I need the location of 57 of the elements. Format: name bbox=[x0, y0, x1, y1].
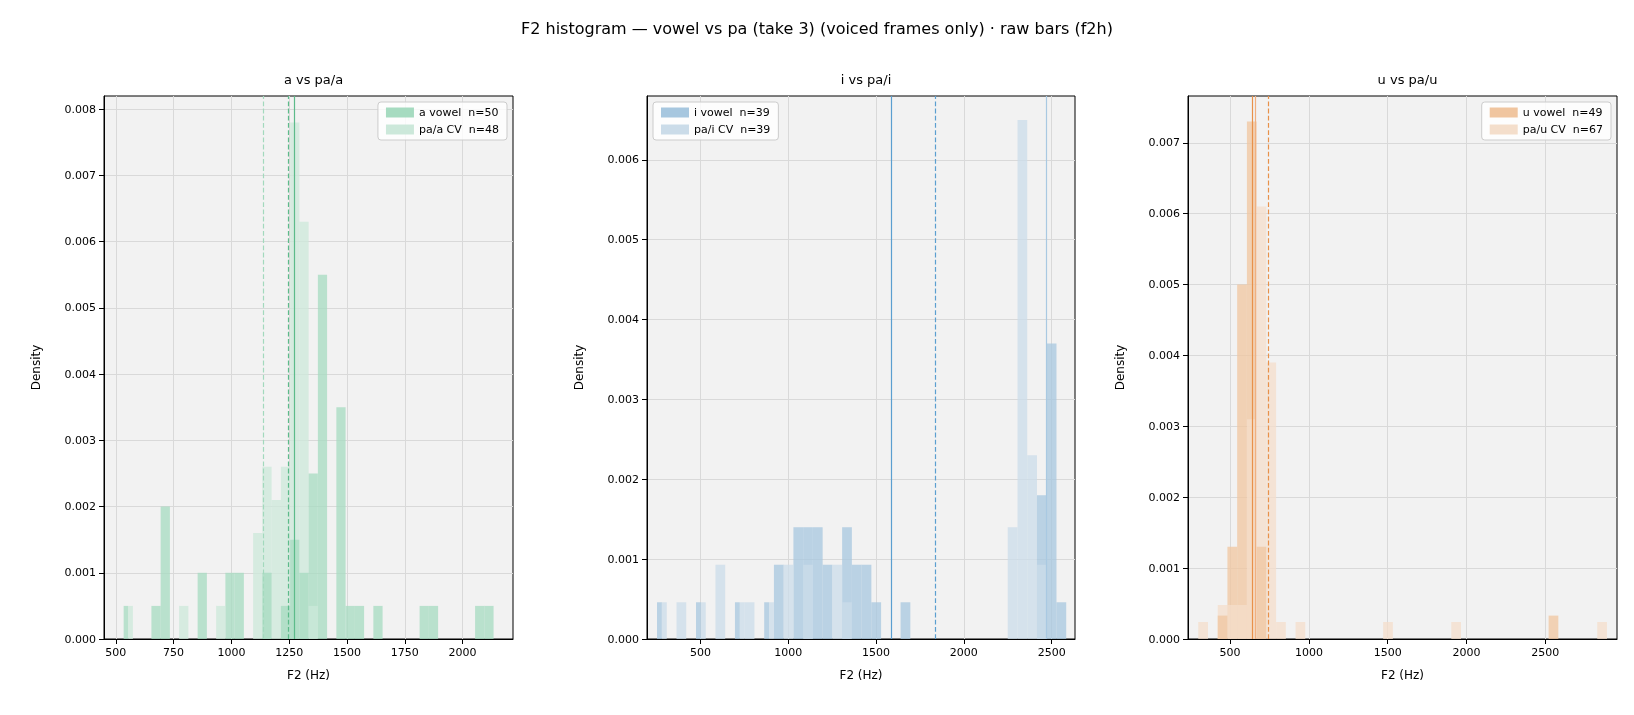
x-tick-label: 2500 bbox=[1531, 646, 1560, 659]
y-axis-title: Density bbox=[29, 344, 43, 391]
legend-label: u vowel n=49 bbox=[1522, 106, 1603, 119]
x-tick-label: 1500 bbox=[333, 646, 361, 659]
y-tick-label: 0.006 bbox=[607, 153, 639, 167]
x-tick-label: 1500 bbox=[1373, 646, 1402, 659]
y-tick-label: 0.005 bbox=[64, 301, 96, 315]
y-tick-label: 0.004 bbox=[64, 367, 96, 381]
y-tick-label: 0.003 bbox=[607, 392, 639, 406]
y-tick-label: 0.004 bbox=[607, 313, 639, 327]
x-axis-title: F2 (Hz) bbox=[1380, 668, 1425, 682]
y-tick-label: 0.004 bbox=[1148, 348, 1180, 362]
y-tick-label: 0.000 bbox=[607, 632, 639, 646]
x-tick-label: 1750 bbox=[390, 646, 419, 659]
y-tick-label: 0.002 bbox=[1148, 490, 1180, 504]
y-tick-label: 0.005 bbox=[607, 233, 639, 247]
y-axis-title: Density bbox=[1113, 344, 1127, 391]
text: F2 histogram — vowel vs pa (take 3) (voiced frames only) · raw bars (f2h) bbox=[521, 18, 1113, 38]
chart-title: u vs pa/u bbox=[1377, 72, 1438, 87]
x-tick-label: 2000 bbox=[949, 646, 978, 659]
x-tick-label: 500 bbox=[690, 646, 712, 659]
y-axis-title: Density bbox=[572, 344, 586, 391]
y-tick-label: 0.007 bbox=[1148, 136, 1180, 150]
x-tick-label: 2000 bbox=[448, 646, 477, 659]
y-tick-label: 0.006 bbox=[1148, 207, 1180, 221]
x-tick-label: 1000 bbox=[217, 646, 246, 659]
legend-label: pa/i CV n=39 bbox=[694, 123, 771, 136]
legend-label: i vowel n=39 bbox=[694, 106, 770, 119]
chart-title: a vs pa/a bbox=[283, 72, 344, 87]
y-tick-label: 0.000 bbox=[1148, 632, 1180, 646]
y-tick-label: 0.002 bbox=[607, 472, 639, 486]
y-tick-label: 0.001 bbox=[1148, 561, 1180, 575]
x-tick-label: 2500 bbox=[1037, 646, 1066, 659]
y-tick-label: 0.000 bbox=[64, 632, 96, 646]
x-tick-label: 500 bbox=[1219, 646, 1241, 659]
y-tick-label: 0.006 bbox=[64, 235, 96, 249]
y-tick-label: 0.001 bbox=[607, 552, 639, 566]
y-tick-label: 0.008 bbox=[64, 102, 96, 116]
x-tick-label: 2000 bbox=[1452, 646, 1481, 659]
y-tick-label: 0.001 bbox=[64, 566, 96, 580]
y-tick-label: 0.003 bbox=[64, 433, 96, 447]
legend-label: pa/u CV n=67 bbox=[1522, 123, 1604, 136]
x-tick-label: 500 bbox=[105, 646, 127, 659]
x-tick-label: 1500 bbox=[862, 646, 891, 659]
x-tick-label: 1250 bbox=[275, 646, 304, 659]
chart-title: i vs pa/i bbox=[840, 72, 892, 87]
legend-label: pa/a CV n=48 bbox=[418, 123, 500, 136]
x-tick-label: 1000 bbox=[774, 646, 803, 659]
x-tick-label: 1000 bbox=[1294, 646, 1323, 659]
y-tick-label: 0.003 bbox=[1148, 419, 1180, 433]
x-axis-title: F2 (Hz) bbox=[286, 668, 331, 682]
y-tick-label: 0.007 bbox=[64, 168, 96, 182]
x-axis-title: F2 (Hz) bbox=[839, 668, 883, 682]
legend-label: a vowel n=50 bbox=[418, 106, 499, 119]
y-tick-label: 0.005 bbox=[1148, 278, 1180, 292]
x-tick-label: 750 bbox=[163, 646, 185, 659]
y-tick-label: 0.002 bbox=[64, 500, 96, 514]
